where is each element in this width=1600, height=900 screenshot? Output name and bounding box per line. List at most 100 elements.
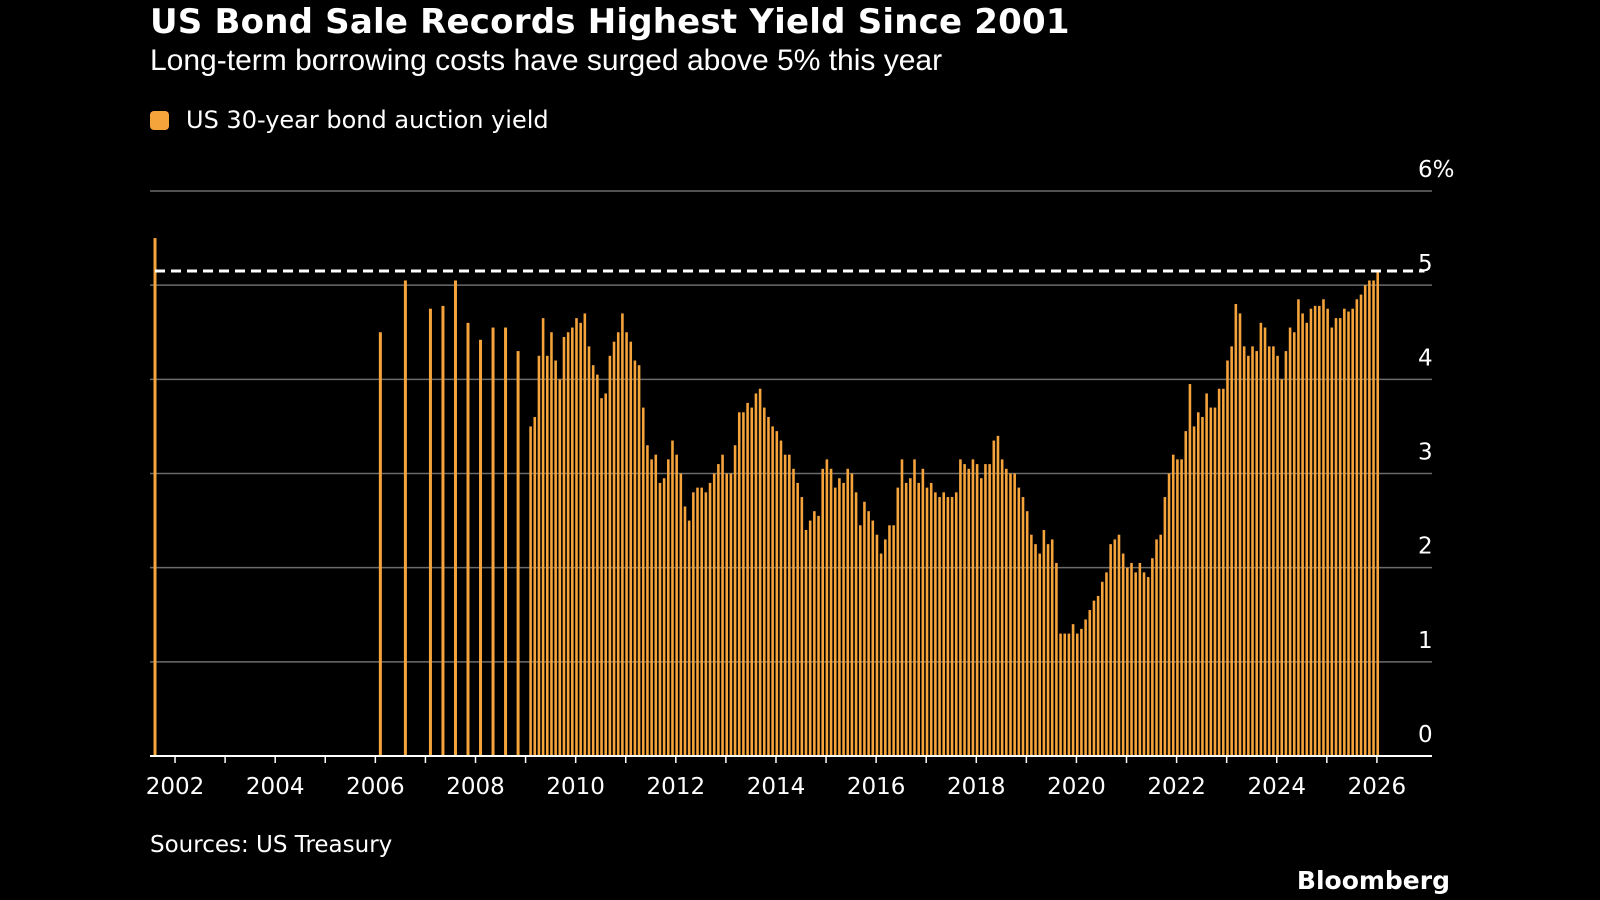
x-tick-label: 2012 xyxy=(647,774,706,800)
bar xyxy=(1050,539,1054,756)
bar xyxy=(1247,355,1250,756)
bar xyxy=(950,497,954,756)
bar xyxy=(1347,311,1350,756)
bar xyxy=(504,327,508,756)
bar xyxy=(1017,487,1021,756)
bar xyxy=(1301,313,1304,756)
bar xyxy=(750,407,754,756)
bar xyxy=(554,360,557,756)
y-tick-label: 1 xyxy=(1418,628,1433,654)
bar xyxy=(954,492,958,756)
bar xyxy=(1025,511,1029,756)
bar xyxy=(1005,468,1008,756)
bar xyxy=(550,332,553,756)
bar xyxy=(1113,539,1117,756)
bar xyxy=(979,478,983,756)
bar xyxy=(1176,459,1179,756)
bar xyxy=(1021,497,1025,756)
bar xyxy=(896,487,900,756)
bar xyxy=(863,501,866,756)
bar xyxy=(971,459,975,756)
bar xyxy=(792,468,795,756)
bar xyxy=(637,365,641,756)
bar xyxy=(721,454,724,756)
bar xyxy=(683,506,687,756)
bar xyxy=(892,525,895,756)
y-tick-label: 0 xyxy=(1418,722,1433,748)
bar xyxy=(604,393,608,756)
source-note: Sources: US Treasury xyxy=(150,832,393,858)
bar xyxy=(1313,305,1317,756)
bar xyxy=(846,468,850,756)
bar xyxy=(566,332,570,756)
bar xyxy=(600,398,603,756)
bar xyxy=(1351,308,1354,756)
bar xyxy=(671,440,674,756)
bar xyxy=(1121,553,1125,756)
bar xyxy=(1146,577,1150,756)
bar xyxy=(1092,600,1096,756)
bar xyxy=(1046,544,1050,756)
bar xyxy=(558,379,562,756)
bar xyxy=(1192,426,1196,756)
bar xyxy=(516,351,520,756)
bar xyxy=(938,497,941,756)
bar xyxy=(1359,294,1363,756)
bar xyxy=(1000,459,1004,756)
x-tick-label: 2024 xyxy=(1247,774,1306,800)
bar xyxy=(788,454,791,756)
x-tick-label: 2002 xyxy=(146,774,205,800)
bar xyxy=(959,459,962,756)
bar xyxy=(1334,318,1338,756)
x-tick-label: 2014 xyxy=(747,774,806,800)
chart-subtitle: Long-term borrowing costs have surged ab… xyxy=(150,44,943,77)
bar xyxy=(571,327,574,756)
x-tick-label: 2020 xyxy=(1047,774,1106,800)
bar xyxy=(700,487,703,756)
bar xyxy=(921,468,925,756)
bar xyxy=(909,478,912,756)
bar xyxy=(612,341,616,756)
bar xyxy=(796,482,799,756)
bar xyxy=(1280,379,1284,756)
legend-swatch xyxy=(150,110,169,130)
x-tick-label: 2008 xyxy=(446,774,505,800)
bar xyxy=(800,497,804,756)
bar xyxy=(1059,633,1062,756)
bar xyxy=(621,313,624,756)
x-tick-label: 2004 xyxy=(246,774,305,800)
bar xyxy=(746,402,749,756)
bar xyxy=(646,445,649,756)
bar xyxy=(1226,360,1229,756)
bar xyxy=(541,318,545,756)
bar xyxy=(1230,346,1233,756)
bar xyxy=(1138,562,1142,756)
bar xyxy=(625,332,628,756)
legend-label: US 30-year bond auction yield xyxy=(186,106,549,134)
bar xyxy=(762,407,766,756)
bar xyxy=(725,473,729,756)
bar xyxy=(779,440,783,756)
bar xyxy=(1288,327,1292,756)
bar xyxy=(583,313,587,756)
y-tick-label: 2 xyxy=(1418,534,1433,560)
bar xyxy=(1355,299,1359,756)
bar xyxy=(687,520,691,756)
bar xyxy=(629,341,633,756)
bar xyxy=(1034,544,1037,756)
y-tick-label: 6% xyxy=(1418,157,1455,183)
bars xyxy=(153,238,1380,757)
bar xyxy=(1251,346,1254,756)
bar xyxy=(934,492,937,756)
bar xyxy=(988,464,991,756)
bar xyxy=(733,445,737,756)
bar xyxy=(850,473,854,756)
bar xyxy=(1276,355,1279,756)
bar xyxy=(587,346,591,756)
bar xyxy=(1338,318,1342,756)
bar xyxy=(1363,285,1367,756)
bar xyxy=(1063,633,1067,756)
bloomberg-logo: Bloomberg xyxy=(1296,866,1450,895)
y-tick-label: 5 xyxy=(1418,251,1433,277)
